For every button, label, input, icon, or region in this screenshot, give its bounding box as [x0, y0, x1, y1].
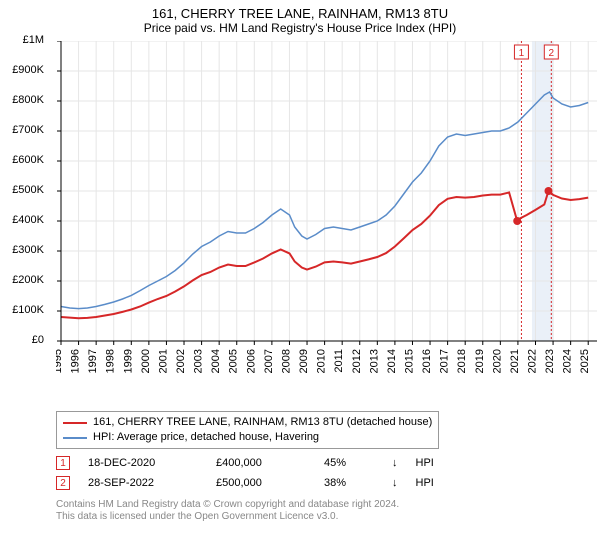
y-tick-label: £700K: [12, 124, 44, 136]
datapoint-vs: HPI: [416, 477, 434, 489]
svg-text:1999: 1999: [122, 349, 134, 373]
svg-text:2003: 2003: [193, 349, 205, 373]
datapoint-arrow: ↓: [392, 457, 398, 469]
svg-text:2019: 2019: [474, 349, 486, 373]
y-tick-label: £500K: [12, 184, 44, 196]
svg-text:1995: 1995: [56, 349, 64, 373]
svg-text:2013: 2013: [368, 349, 380, 373]
svg-text:2020: 2020: [491, 349, 503, 373]
svg-text:1996: 1996: [70, 349, 82, 373]
svg-text:2007: 2007: [263, 349, 275, 373]
y-tick-label: £100K: [12, 304, 44, 316]
datapoint-row: 2 28-SEP-2022 £500,000 38% ↓ HPI: [56, 473, 592, 493]
y-tick-label: £1M: [23, 34, 44, 46]
y-tick-label: £800K: [12, 94, 44, 106]
datapoint-date: 18-DEC-2020: [88, 457, 198, 469]
datapoint-vs: HPI: [416, 457, 434, 469]
datapoint-arrow: ↓: [392, 477, 398, 489]
svg-text:2: 2: [549, 48, 555, 59]
svg-text:2015: 2015: [403, 349, 415, 373]
svg-text:2001: 2001: [157, 349, 169, 373]
y-tick-label: £300K: [12, 244, 44, 256]
y-tick-label: £400K: [12, 214, 44, 226]
footer-line-2: This data is licensed under the Open Gov…: [56, 511, 592, 523]
y-tick-label: £600K: [12, 154, 44, 166]
svg-text:2006: 2006: [245, 349, 257, 373]
svg-text:2000: 2000: [140, 349, 152, 373]
svg-text:2010: 2010: [316, 349, 328, 373]
datapoint-marker: 2: [56, 476, 70, 490]
legend-swatch-hpi: [63, 437, 87, 439]
svg-text:2021: 2021: [509, 349, 521, 373]
svg-text:2018: 2018: [456, 349, 468, 373]
legend: 161, CHERRY TREE LANE, RAINHAM, RM13 8TU…: [56, 411, 439, 449]
svg-text:1998: 1998: [105, 349, 117, 373]
svg-text:2011: 2011: [333, 349, 345, 373]
price-chart: 1 2 1995 1996 1997 1998 1999 2000 2001 2002 2003 20…: [56, 41, 584, 379]
svg-text:1997: 1997: [87, 349, 99, 373]
legend-label-property: 161, CHERRY TREE LANE, RAINHAM, RM13 8TU…: [93, 415, 432, 430]
svg-text:1: 1: [519, 48, 525, 59]
svg-text:2009: 2009: [298, 349, 310, 373]
y-tick-label: £0: [32, 334, 44, 346]
y-tick-label: £200K: [12, 274, 44, 286]
svg-text:2025: 2025: [579, 349, 591, 373]
datapoint-date: 28-SEP-2022: [88, 477, 198, 489]
legend-swatch-property: [63, 422, 87, 424]
svg-text:2004: 2004: [210, 349, 222, 373]
svg-text:2012: 2012: [351, 349, 363, 373]
svg-text:2014: 2014: [386, 349, 398, 373]
page-title: 161, CHERRY TREE LANE, RAINHAM, RM13 8TU: [8, 6, 592, 21]
datapoint-pct: 45%: [324, 457, 374, 469]
y-tick-label: £900K: [12, 64, 44, 76]
svg-text:2005: 2005: [228, 349, 240, 373]
svg-text:2016: 2016: [421, 349, 433, 373]
legend-label-hpi: HPI: Average price, detached house, Have…: [93, 430, 319, 445]
datapoint-price: £500,000: [216, 477, 306, 489]
footer-attribution: Contains HM Land Registry data © Crown c…: [56, 499, 592, 523]
svg-text:2008: 2008: [280, 349, 292, 373]
datapoint-pct: 38%: [324, 477, 374, 489]
legend-row-property: 161, CHERRY TREE LANE, RAINHAM, RM13 8TU…: [63, 415, 432, 430]
datapoint-marker: 1: [56, 456, 70, 470]
svg-text:2024: 2024: [562, 349, 574, 373]
svg-text:2002: 2002: [175, 349, 187, 373]
chart-svg: 1 2 1995 1996 1997 1998 1999 2000 2001 2002 2003 20…: [56, 41, 597, 379]
page-subtitle: Price paid vs. HM Land Registry's House …: [8, 21, 592, 35]
footer-line-1: Contains HM Land Registry data © Crown c…: [56, 499, 592, 511]
datapoint-table: 1 18-DEC-2020 £400,000 45% ↓ HPI 2 28-SEP-2022 £…: [56, 453, 592, 493]
svg-text:2022: 2022: [526, 349, 538, 373]
datapoint-row: 1 18-DEC-2020 £400,000 45% ↓ HPI: [56, 453, 592, 473]
svg-text:2023: 2023: [544, 349, 556, 373]
svg-text:2017: 2017: [439, 349, 451, 373]
legend-row-hpi: HPI: Average price, detached house, Have…: [63, 430, 432, 445]
datapoint-price: £400,000: [216, 457, 306, 469]
